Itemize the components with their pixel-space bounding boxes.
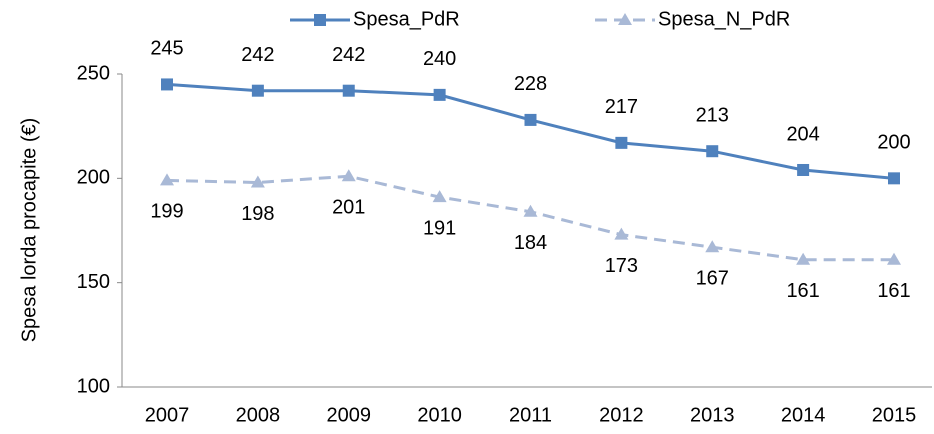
data-label: 200 (877, 132, 910, 154)
data-label: 199 (150, 201, 183, 223)
x-tick-label: 2015 (872, 404, 917, 426)
y-tick-label: 250 (77, 62, 110, 84)
x-tick-label: 2011 (509, 404, 552, 426)
data-label: 173 (605, 255, 638, 277)
data-label: 204 (786, 123, 819, 145)
legend-label: Spesa_N_PdR (658, 8, 790, 30)
y-tick-label: 200 (77, 167, 110, 189)
marker (250, 175, 265, 188)
x-tick-label: 2008 (236, 404, 281, 426)
data-label: 217 (605, 96, 638, 118)
x-tick-label: 2010 (417, 404, 462, 426)
marker (342, 84, 355, 97)
marker (888, 172, 900, 185)
x-tick-label: 2009 (327, 404, 372, 426)
data-label: 167 (696, 267, 729, 289)
data-label: 184 (514, 232, 547, 254)
marker (796, 252, 811, 265)
data-label: 213 (696, 104, 729, 126)
data-label: 240 (423, 48, 456, 70)
data-label: 191 (423, 217, 456, 239)
marker (432, 190, 447, 203)
marker (615, 136, 628, 149)
data-label: 245 (150, 38, 183, 60)
series-line (166, 82, 895, 180)
marker (797, 163, 810, 176)
marker (706, 145, 719, 158)
x-tick-label: 2007 (145, 404, 190, 426)
marker (614, 227, 629, 240)
legend-marker (618, 13, 632, 25)
marker (251, 84, 264, 97)
marker (887, 252, 901, 265)
y-tick-label: 100 (77, 375, 110, 397)
data-label: 198 (241, 203, 274, 225)
data-label: 161 (877, 280, 910, 302)
data-label: 201 (332, 197, 365, 219)
y-tick-label: 150 (77, 271, 110, 293)
y-axis-label: Spesa lorda procapite (€) (18, 118, 40, 343)
marker (160, 173, 174, 186)
marker (524, 113, 537, 126)
x-tick-label: 2014 (781, 404, 826, 426)
marker (341, 169, 356, 182)
marker (433, 88, 446, 101)
legend-label: Spesa_PdR (353, 8, 460, 30)
data-label: 242 (332, 44, 365, 66)
marker (523, 204, 538, 217)
data-label: 242 (241, 44, 274, 66)
data-label: 228 (514, 73, 547, 95)
x-tick-label: 2012 (599, 404, 644, 426)
x-tick-label: 2013 (690, 404, 735, 426)
data-label: 161 (786, 280, 819, 302)
marker (161, 78, 173, 91)
marker (705, 240, 720, 253)
legend-marker (314, 14, 326, 26)
